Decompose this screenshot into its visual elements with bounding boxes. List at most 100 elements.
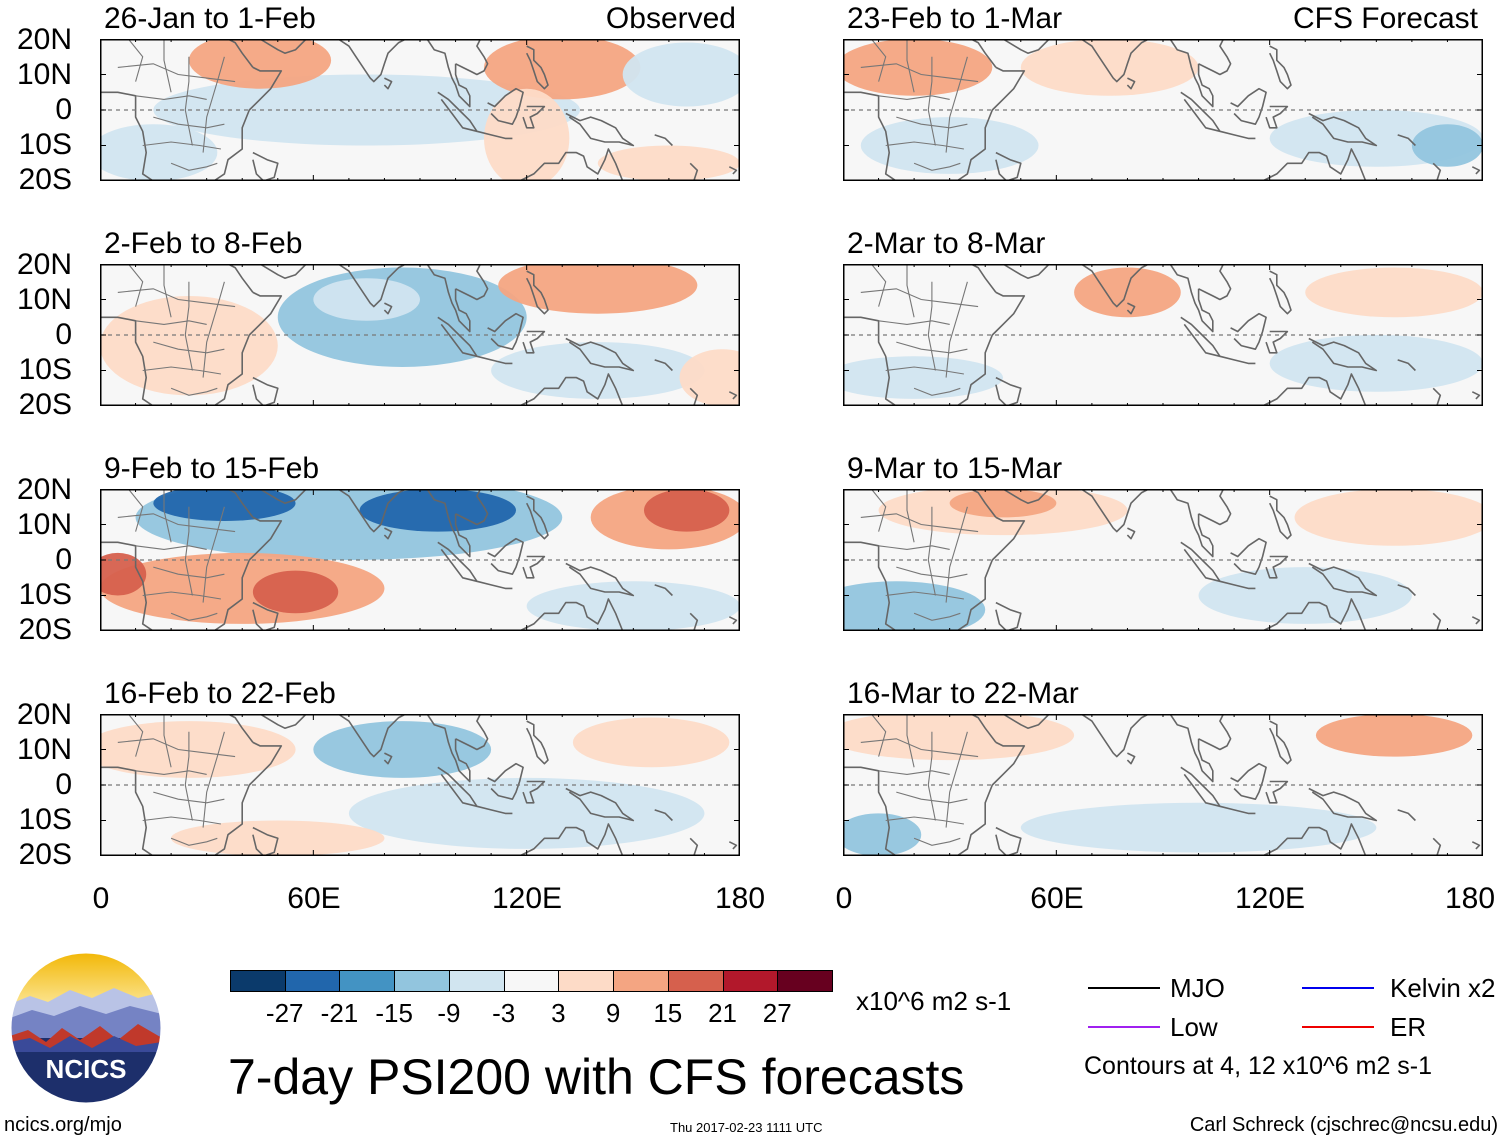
psi-anomaly-blob <box>572 717 730 768</box>
country-border <box>927 506 936 596</box>
country-border <box>860 288 979 308</box>
lat-label: 0 <box>55 93 72 126</box>
observed-map-2 <box>100 264 740 406</box>
country-border <box>163 714 172 768</box>
coastline <box>995 151 1022 181</box>
coastline <box>426 39 471 108</box>
lat-label: 10N <box>16 58 72 91</box>
coastline <box>259 264 307 279</box>
psi-anomaly-blob <box>644 489 730 532</box>
coastline <box>654 584 673 597</box>
psi-anomaly-blob <box>348 777 705 849</box>
country-border <box>142 816 221 825</box>
colorbar-tick-label: -15 <box>375 998 413 1028</box>
coastline <box>487 312 524 350</box>
psi-anomaly-blob <box>1411 124 1483 167</box>
forecast-header-label: CFS Forecast <box>1292 2 1478 35</box>
country-border <box>135 320 207 325</box>
psi-anomaly-blob <box>100 124 218 181</box>
coastline <box>476 130 513 140</box>
coastline <box>1247 373 1367 406</box>
psi-anomaly-blob <box>1074 267 1181 318</box>
coastline <box>1268 495 1292 540</box>
coastline <box>522 780 546 804</box>
colorbar-units: x10^6 m2 s-1 <box>856 986 1012 1016</box>
colorbar-tick-label: 9 <box>605 998 621 1028</box>
lon-label: 120E <box>491 882 563 915</box>
lon-label: 180 <box>714 882 766 915</box>
coastline <box>259 714 307 729</box>
coastline <box>1432 612 1442 631</box>
country-border <box>927 56 936 146</box>
coastline <box>1002 714 1050 729</box>
coastline <box>100 316 154 406</box>
coastline <box>337 714 407 758</box>
country-border <box>896 791 968 804</box>
country-border <box>885 141 964 150</box>
coastline <box>1308 787 1378 822</box>
coastline <box>654 359 673 372</box>
coastline <box>843 91 897 181</box>
coastline <box>100 766 154 856</box>
coastline <box>1180 766 1221 808</box>
country-border <box>117 738 236 758</box>
coastline <box>252 826 279 856</box>
coastline <box>252 151 279 181</box>
psi-anomaly-blob <box>843 356 1003 399</box>
coastline <box>522 330 546 354</box>
observed-map-4 <box>100 714 740 856</box>
country-border <box>163 489 172 543</box>
country-border <box>913 837 961 846</box>
lat-label: 0 <box>55 318 72 351</box>
colorbar-tick-label: -27 <box>265 998 304 1028</box>
country-border <box>135 770 207 775</box>
psi-anomaly-blob <box>1198 567 1412 624</box>
country-border <box>202 731 225 828</box>
lat-label: 10S <box>18 578 72 611</box>
country-border <box>163 39 172 93</box>
coastline <box>1471 391 1481 400</box>
coastline <box>504 598 624 631</box>
coastline <box>1198 39 1232 76</box>
coastline <box>337 489 407 533</box>
coastline <box>728 391 738 400</box>
footer-url[interactable]: ncics.org/mjo <box>4 1114 122 1136</box>
coastline <box>1265 105 1289 129</box>
observed-panel-4-title: 16-Feb to 22-Feb <box>104 677 336 710</box>
coastline <box>970 39 997 68</box>
colorbar-swatch <box>448 970 505 992</box>
coastline <box>100 91 154 181</box>
country-border <box>127 489 144 532</box>
lat-label: 20S <box>18 388 72 421</box>
coastline <box>843 766 897 856</box>
coastline <box>995 376 1022 406</box>
colorbar-tick-label: -9 <box>437 998 461 1028</box>
coastline <box>843 316 897 406</box>
country-border <box>945 506 968 603</box>
country-border <box>142 141 221 150</box>
country-border <box>913 387 961 396</box>
coastline <box>504 823 624 856</box>
country-border <box>927 731 936 821</box>
country-border <box>870 489 887 532</box>
lat-label: 20N <box>16 248 72 281</box>
country-border <box>202 506 225 603</box>
lon-label: 0 <box>92 882 110 915</box>
lon-label: 120E <box>1234 882 1306 915</box>
colorbar-swatch <box>667 970 724 992</box>
footer-timestamp: Thu 2017-02-23 1111 UTC <box>670 1120 823 1135</box>
coastline <box>1219 355 1256 365</box>
psi-anomaly-blob <box>484 39 641 100</box>
country-border <box>170 387 218 396</box>
country-border <box>870 264 887 307</box>
country-border <box>896 116 968 129</box>
coastline <box>1169 714 1214 783</box>
coastline <box>1268 45 1292 90</box>
coastline <box>1432 162 1442 181</box>
observed-map-1 <box>100 39 740 181</box>
lon-label: 60E <box>1030 882 1084 915</box>
country-border <box>153 116 225 129</box>
colorbar-swatch <box>613 970 669 992</box>
psi-anomaly-blob <box>526 581 740 631</box>
country-border <box>906 39 915 93</box>
